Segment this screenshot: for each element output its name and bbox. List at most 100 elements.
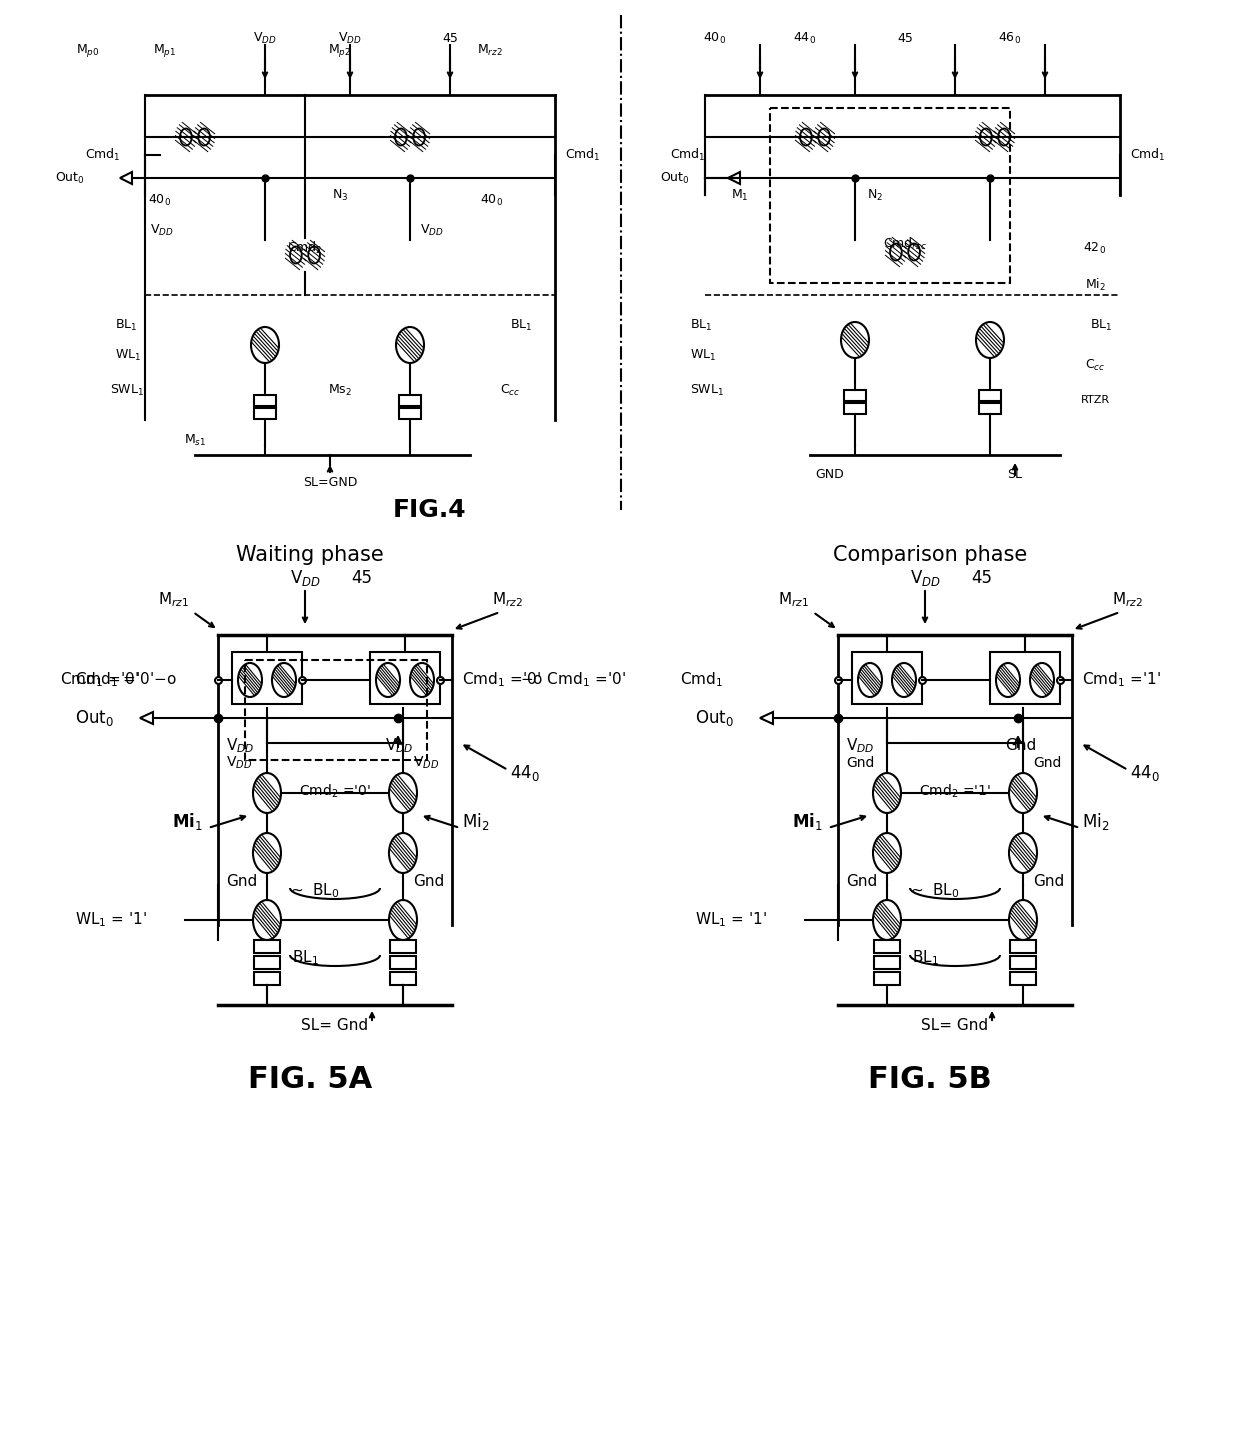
Text: 45: 45 [351, 568, 372, 587]
Bar [980, 390, 1001, 401]
Text: 42$_0$: 42$_0$ [1084, 240, 1106, 256]
Text: M$_{rz1}$: M$_{rz1}$ [157, 590, 188, 609]
Text: SL: SL [1007, 469, 1023, 482]
Text: V$_{DD}$: V$_{DD}$ [413, 755, 439, 771]
Ellipse shape [841, 322, 869, 358]
Bar [254, 409, 277, 419]
Bar [254, 955, 280, 968]
Text: 40$_0$: 40$_0$ [148, 193, 171, 207]
Bar [874, 940, 900, 953]
Ellipse shape [396, 128, 407, 145]
Text: GND: GND [816, 469, 844, 482]
Text: Gnd: Gnd [1004, 738, 1037, 754]
Text: WL$_1$: WL$_1$ [689, 347, 717, 363]
Text: V$_{DD}$: V$_{DD}$ [290, 568, 320, 589]
Bar [399, 409, 422, 419]
Bar [770, 108, 1011, 283]
Ellipse shape [892, 663, 916, 696]
Bar [874, 971, 900, 986]
Text: Gnd: Gnd [413, 873, 444, 888]
Bar [844, 390, 866, 401]
Text: C$_{cc}$: C$_{cc}$ [1085, 357, 1105, 373]
Text: Gnd: Gnd [846, 755, 874, 770]
Text: 44$_0$: 44$_0$ [510, 763, 539, 783]
Text: BL$_1$: BL$_1$ [1090, 318, 1112, 332]
Text: Gnd: Gnd [1033, 755, 1061, 770]
Ellipse shape [396, 327, 424, 363]
Text: M$_{rz2}$: M$_{rz2}$ [477, 42, 503, 58]
Text: M$_1$: M$_1$ [732, 187, 749, 203]
Text: N$_3$: N$_3$ [332, 187, 348, 203]
Text: Cmd$_1$ ='0'$-$o: Cmd$_1$ ='0'$-$o [74, 671, 176, 689]
Ellipse shape [238, 663, 262, 696]
Text: M$_{p1}$: M$_{p1}$ [154, 42, 176, 59]
Text: V$_{DD}$: V$_{DD}$ [384, 737, 413, 755]
Text: C$_{cc}$: C$_{cc}$ [500, 383, 520, 397]
Text: Gnd: Gnd [226, 873, 257, 888]
Text: Gnd: Gnd [1033, 873, 1064, 888]
Text: Cmd$_1$: Cmd$_1$ [670, 147, 706, 163]
Ellipse shape [873, 773, 901, 813]
Text: 44$_0$: 44$_0$ [1130, 763, 1159, 783]
Ellipse shape [290, 246, 301, 263]
Text: WL$_1$: WL$_1$ [115, 347, 141, 363]
Ellipse shape [413, 128, 425, 145]
Text: SL=GND: SL=GND [303, 476, 357, 489]
Text: ~  BL$_0$: ~ BL$_0$ [290, 882, 340, 901]
Ellipse shape [873, 899, 901, 940]
Text: M$_{s1}$: M$_{s1}$ [184, 433, 206, 448]
Text: Cmd$_1$ ='0': Cmd$_1$ ='0' [463, 671, 541, 689]
Ellipse shape [1009, 773, 1037, 813]
Text: SWL$_1$: SWL$_1$ [110, 383, 144, 397]
Text: WL$_1$ = '1': WL$_1$ = '1' [694, 911, 768, 930]
Text: Out$_0$: Out$_0$ [55, 170, 84, 186]
Text: Mi$_1$: Mi$_1$ [792, 810, 823, 832]
Ellipse shape [389, 899, 417, 940]
Ellipse shape [253, 899, 281, 940]
Text: M$_{p2}$: M$_{p2}$ [329, 42, 351, 59]
Text: BL$_1$: BL$_1$ [510, 318, 532, 332]
Text: SL= Gnd: SL= Gnd [921, 1017, 988, 1033]
Ellipse shape [998, 128, 1009, 145]
Text: BL$_1$: BL$_1$ [911, 948, 939, 967]
Text: M$_{rz1}$: M$_{rz1}$ [777, 590, 808, 609]
Text: V$_{DD}$: V$_{DD}$ [226, 755, 252, 771]
Text: Cmd$_{rsc}$: Cmd$_{rsc}$ [883, 236, 928, 252]
Ellipse shape [1009, 899, 1037, 940]
Ellipse shape [800, 128, 812, 145]
Text: SL= Gnd: SL= Gnd [301, 1017, 368, 1033]
Ellipse shape [410, 663, 434, 696]
Text: V$_{DD}$: V$_{DD}$ [150, 223, 174, 237]
Ellipse shape [389, 773, 417, 813]
Text: N$_2$: N$_2$ [867, 187, 883, 203]
Ellipse shape [180, 128, 192, 145]
Text: V$_{DD}$: V$_{DD}$ [253, 30, 277, 46]
Ellipse shape [389, 833, 417, 873]
Text: Mi$_1$: Mi$_1$ [172, 810, 203, 832]
Ellipse shape [818, 128, 830, 145]
Bar [232, 652, 303, 704]
Ellipse shape [858, 663, 882, 696]
Text: WL$_1$ = '1': WL$_1$ = '1' [74, 911, 148, 930]
Text: Cmd$_1$: Cmd$_1$ [565, 147, 600, 163]
Text: Cmd$_2$: Cmd$_2$ [288, 240, 322, 256]
Text: Cmd$_2$ ='0': Cmd$_2$ ='0' [299, 783, 371, 800]
Ellipse shape [250, 327, 279, 363]
Bar [1011, 940, 1035, 953]
Text: SWL$_1$: SWL$_1$ [689, 383, 724, 397]
Bar [399, 394, 422, 406]
Ellipse shape [253, 773, 281, 813]
Text: Cmd$_1$: Cmd$_1$ [1130, 147, 1166, 163]
Bar [391, 940, 415, 953]
Bar [246, 661, 427, 760]
Text: V$_{DD}$: V$_{DD}$ [910, 568, 940, 589]
Text: 45: 45 [443, 32, 458, 45]
Text: V$_{DD}$: V$_{DD}$ [846, 737, 874, 755]
Text: FIG. 5A: FIG. 5A [248, 1065, 372, 1095]
Bar [874, 955, 900, 968]
Text: Cmd$_1$ ='0': Cmd$_1$ ='0' [60, 671, 139, 689]
Text: Comparison phase: Comparison phase [833, 545, 1027, 566]
Text: FIG.4: FIG.4 [393, 498, 466, 522]
Bar [852, 652, 923, 704]
Text: Gnd: Gnd [846, 873, 877, 888]
